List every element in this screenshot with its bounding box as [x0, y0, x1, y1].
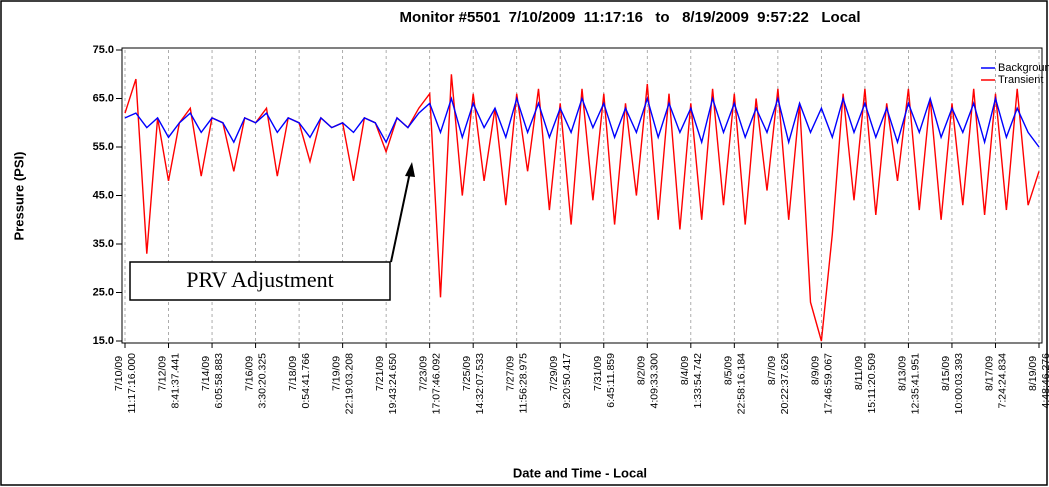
x-tick-date: 7/10/09 [113, 353, 125, 391]
legend-label: Background [998, 62, 1049, 74]
x-tick-date: 7/16/09 [243, 353, 255, 391]
x-tick-date: 8/15/09 [940, 353, 952, 391]
x-tick-date: 7/21/09 [374, 353, 386, 391]
x-tick-date: 8/13/09 [896, 353, 908, 391]
x-tick-label: 7/27/09 11:56:28.975 [504, 353, 529, 414]
y-tick-label: 55.0 [93, 141, 114, 153]
annotation-arrowhead [405, 162, 415, 177]
x-tick-date: 8/9/09 [809, 353, 821, 385]
x-tick-label: 7/19/09 22:19:03.208 [330, 353, 355, 414]
x-tick-date: 8/11/09 [853, 353, 865, 390]
x-tick-time: 4:09:33.300 [648, 353, 660, 409]
annotation-box [129, 261, 391, 301]
x-tick-date: 7/14/09 [200, 353, 212, 391]
x-tick-date: 7/19/09 [330, 353, 342, 391]
x-tick-time: 10:00:03.393 [953, 353, 965, 414]
x-tick-label: 8/11/09 15:11:20.509 [853, 353, 878, 414]
x-tick-label: 7/18/09 0:54:41.766 [287, 353, 312, 409]
chart-title: Monitor #5501 7/10/2009 11:17:16 to 8/19… [399, 9, 860, 26]
x-tick-date: 7/12/09 [156, 353, 168, 391]
x-tick-label: 7/16/09 3:30:20.325 [243, 353, 268, 409]
x-tick-label: 7/12/09 8:41:37.441 [156, 353, 181, 409]
x-tick-date: 8/2/09 [635, 353, 647, 385]
x-tick-time: 11:56:28.975 [517, 353, 529, 414]
x-tick-time: 4:48:46.276 [1040, 353, 1049, 409]
x-tick-time: 14:32:07.533 [474, 353, 486, 414]
y-tick-label: 65.0 [93, 92, 114, 104]
series-line [124, 95, 1040, 148]
x-tick-label: 7/10/09 11:17:16.000 [113, 353, 138, 414]
x-tick-time: 1:33:54.742 [692, 353, 704, 409]
x-tick-label: 8/15/09 10:00:03.393 [940, 353, 965, 414]
x-tick-time: 11:17:16.000 [126, 353, 138, 414]
x-tick-time: 6:45:11.859 [605, 353, 617, 408]
x-tick-label: 8/2/09 4:09:33.300 [635, 353, 660, 409]
x-tick-label: 8/5/09 22:58:16.184 [722, 353, 747, 414]
x-tick-date: 8/4/09 [679, 353, 691, 385]
x-tick-time: 8:41:37.441 [169, 353, 181, 409]
x-tick-date: 7/29/09 [548, 353, 560, 391]
x-tick-label: 8/7/09 20:22:37.626 [766, 353, 791, 414]
x-tick-time: 17:46:59.067 [822, 353, 834, 414]
annotation-text: PRV Adjustment [186, 267, 334, 292]
x-tick-time: 15:11:20.509 [866, 353, 878, 414]
x-tick-date: 7/25/09 [461, 353, 473, 391]
y-tick-label: 15.0 [93, 335, 114, 347]
x-tick-date: 7/18/09 [287, 353, 299, 391]
x-tick-time: 19:43:24.650 [387, 353, 399, 414]
x-tick-date: 8/17/09 [983, 353, 995, 391]
x-tick-date: 7/27/09 [504, 353, 516, 391]
x-tick-date: 8/7/09 [766, 353, 778, 385]
annotation-arrow [390, 171, 411, 263]
x-tick-label: 7/21/09 19:43:24.650 [374, 353, 399, 414]
x-tick-time: 7:24:24.834 [996, 353, 1008, 409]
x-tick-time: 22:58:16.184 [735, 353, 747, 414]
x-tick-time: 17:07:46.092 [430, 353, 442, 414]
legend-label: Transient [998, 74, 1043, 86]
x-tick-label: 7/14/09 6:05:58.883 [200, 353, 225, 409]
series-line [124, 74, 1040, 342]
y-tick-label: 45.0 [93, 189, 114, 201]
x-tick-time: 0:54:41.766 [300, 353, 312, 409]
y-tick-label: 75.0 [93, 44, 114, 56]
x-tick-label: 7/29/09 9:20:50.417 [548, 353, 573, 409]
x-tick-time: 12:35:41.951 [909, 353, 921, 414]
x-tick-time: 9:20:50.417 [561, 353, 573, 409]
y-tick-label: 25.0 [93, 286, 114, 298]
x-tick-label: 8/13/09 12:35:41.951 [896, 353, 921, 414]
x-tick-date: 7/23/09 [417, 353, 429, 391]
x-tick-label: 8/9/09 17:46:59.067 [809, 353, 834, 414]
x-tick-time: 20:22:37.626 [779, 353, 791, 414]
x-tick-label: 8/17/09 7:24:24.834 [983, 353, 1008, 409]
x-tick-label: 7/23/09 17:07:46.092 [417, 353, 442, 414]
x-tick-date: 7/31/09 [592, 353, 604, 391]
x-tick-date: 8/19/09 [1027, 353, 1039, 391]
x-tick-label: 7/31/09 6:45:11.859 [592, 353, 617, 408]
x-tick-label: 8/19/09 4:48:46.276 [1027, 353, 1049, 409]
x-tick-time: 22:19:03.208 [343, 353, 355, 414]
x-tick-label: 8/4/09 1:33:54.742 [679, 353, 704, 409]
x-axis-label: Date and Time - Local [513, 465, 647, 480]
x-tick-time: 6:05:58.883 [213, 353, 225, 409]
x-tick-label: 7/25/09 14:32:07.533 [461, 353, 486, 414]
x-tick-date: 8/5/09 [722, 353, 734, 385]
y-axis-label: Pressure (PSI) [11, 152, 26, 241]
x-tick-time: 3:30:20.325 [256, 353, 268, 409]
y-tick-label: 35.0 [93, 238, 114, 250]
